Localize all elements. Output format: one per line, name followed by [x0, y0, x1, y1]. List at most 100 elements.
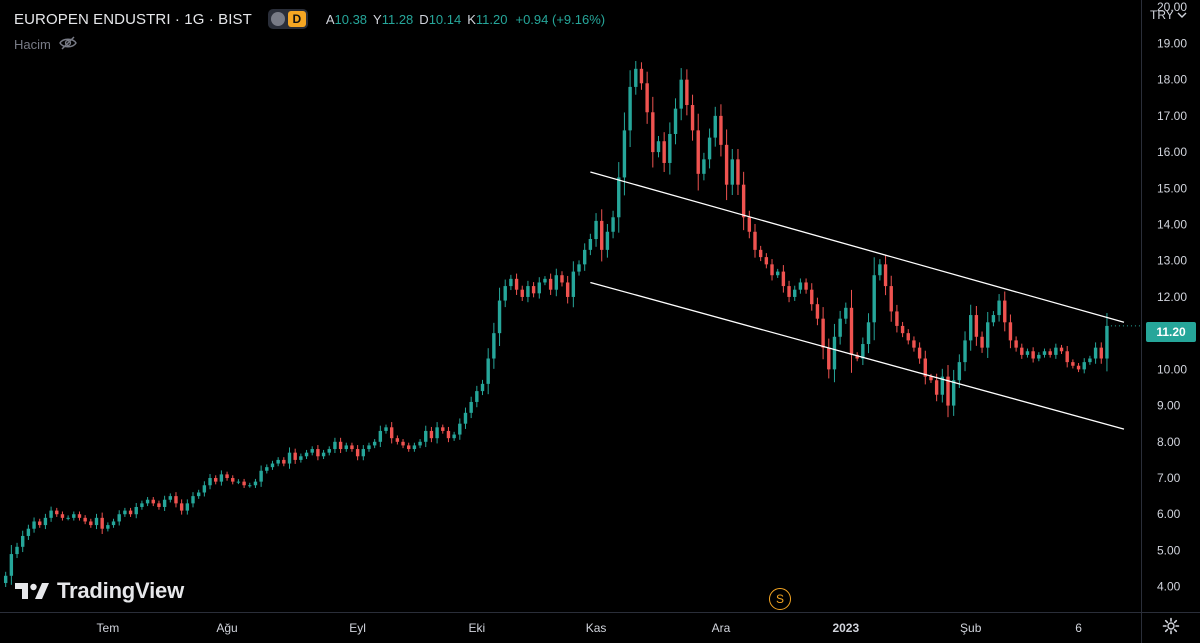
time-tick-label: Eki — [468, 621, 485, 635]
candle — [287, 447, 292, 469]
candle — [577, 260, 581, 276]
candle — [407, 442, 411, 452]
candle — [214, 475, 218, 485]
candle — [639, 62, 644, 90]
candle — [787, 280, 791, 303]
candle — [486, 348, 490, 395]
candle — [475, 385, 479, 408]
candle — [395, 435, 400, 445]
volume-label[interactable]: Hacim — [14, 37, 51, 52]
candle — [764, 253, 769, 269]
candle — [401, 439, 405, 449]
candles-layer — [3, 61, 1141, 588]
candle — [582, 243, 587, 271]
candle — [497, 287, 502, 347]
candle — [117, 510, 121, 526]
candle — [741, 171, 746, 231]
candle — [378, 425, 383, 448]
candle — [656, 135, 661, 158]
candle — [231, 475, 235, 485]
candle — [43, 513, 48, 530]
trendlines-layer — [590, 171, 1125, 430]
price-tick-label: 16.00 — [1157, 145, 1187, 159]
candle — [617, 162, 621, 233]
candle — [531, 282, 536, 298]
candle — [236, 479, 241, 485]
candle — [951, 369, 956, 416]
candle — [26, 524, 31, 540]
candle — [1105, 313, 1109, 372]
candle — [736, 149, 740, 196]
tradingview-brand[interactable]: TradingView — [15, 578, 184, 604]
candle — [781, 265, 786, 293]
candle — [588, 233, 593, 256]
price-axis[interactable]: 4.005.006.007.008.009.0010.0011.0012.001… — [1157, 0, 1187, 593]
symbol-title[interactable]: EUROPEN ENDUSTRI · 1G · BIST — [14, 10, 252, 28]
candle — [821, 307, 825, 360]
candle — [435, 422, 439, 444]
candle — [384, 424, 388, 434]
tradingview-logo-icon — [15, 583, 49, 599]
candle — [1099, 342, 1103, 364]
candle — [503, 279, 507, 308]
time-tick-label: Eyl — [349, 621, 366, 635]
candle — [350, 442, 354, 452]
candle — [810, 283, 814, 311]
price-tick-label: 6.00 — [1157, 507, 1181, 521]
price-tick-label: 15.00 — [1157, 181, 1187, 195]
market-status-pill[interactable]: D — [267, 9, 308, 29]
candle — [724, 129, 729, 201]
currency-label: TRY — [1150, 8, 1174, 22]
candle — [770, 259, 774, 281]
candle — [571, 261, 576, 308]
candle — [1020, 343, 1024, 359]
candle — [123, 507, 127, 517]
candle — [872, 257, 876, 341]
candle — [838, 310, 842, 345]
candle — [327, 446, 331, 456]
candle — [492, 322, 496, 369]
symbol-legend: EUROPEN ENDUSTRI · 1G · BIST D A10.38 Y1… — [14, 9, 605, 29]
candle — [963, 331, 967, 372]
candle — [196, 489, 201, 499]
candle — [1054, 343, 1058, 359]
currency-selector[interactable]: TRY — [1150, 8, 1187, 22]
price-tick-label: 4.00 — [1157, 580, 1181, 594]
candle — [730, 149, 734, 196]
trendline-channel-bottom[interactable] — [590, 281, 1125, 430]
candle — [861, 337, 865, 366]
candle — [537, 277, 541, 299]
candle — [594, 213, 598, 247]
candle — [361, 445, 366, 461]
candle — [304, 449, 309, 459]
gear-icon[interactable] — [1162, 617, 1180, 635]
low-label: D — [419, 11, 429, 27]
candle — [1008, 314, 1013, 349]
time-tick-label: Kas — [586, 621, 607, 635]
last-price-badge: 11.20 — [1146, 322, 1196, 342]
trendline-channel-top[interactable] — [590, 171, 1125, 323]
candle — [145, 497, 150, 507]
price-tick-label: 5.00 — [1157, 543, 1181, 557]
market-status-dot-icon — [270, 12, 285, 26]
candle — [628, 70, 632, 148]
time-tick-label: Ağu — [216, 621, 237, 635]
candle — [1059, 344, 1064, 354]
time-axis[interactable]: Tem Ağu Eyl Eki Kas Ara 2023 Şub 6 — [97, 621, 1083, 635]
candle — [372, 439, 377, 449]
time-tick-label: 6 — [1075, 621, 1082, 635]
candle — [526, 280, 530, 303]
eye-off-icon[interactable] — [59, 36, 77, 53]
high-value: 11.28 — [381, 11, 414, 27]
candle — [707, 128, 712, 169]
candle — [1048, 348, 1052, 358]
low-value: 10.14 — [428, 11, 462, 27]
volume-legend: Hacim — [14, 36, 77, 53]
candle — [441, 424, 445, 434]
candle — [38, 518, 42, 528]
candle — [1076, 363, 1081, 373]
split-marker[interactable]: S — [769, 588, 791, 610]
candle — [560, 271, 564, 287]
candle — [293, 448, 297, 464]
